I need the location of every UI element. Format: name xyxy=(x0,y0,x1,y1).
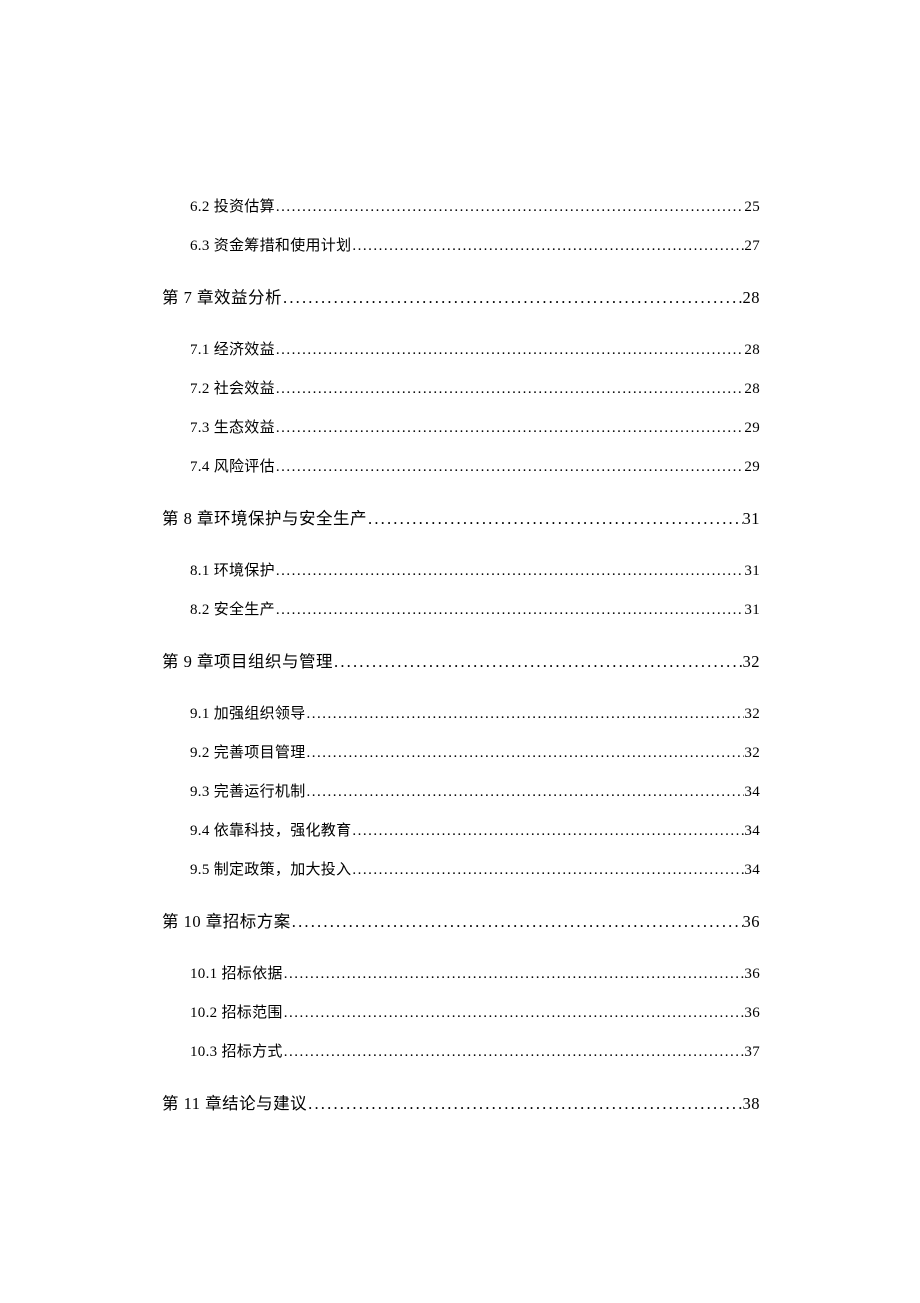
toc-entry-page: 36 xyxy=(743,912,761,932)
toc-entry-title: 7.1 经济效益 xyxy=(190,338,275,359)
toc-leader-dots: ........................................… xyxy=(275,459,744,476)
toc-leader-dots: ........................................… xyxy=(275,420,744,437)
toc-entry-title: 第 10 章招标方案 xyxy=(162,908,291,932)
section-spacer xyxy=(162,637,760,648)
toc-entry-page: 38 xyxy=(743,1094,761,1114)
toc-entry-page: 31 xyxy=(743,509,761,529)
toc-leader-dots: ........................................… xyxy=(307,1094,742,1114)
toc-section-entry: 10.3 招标方式 ..............................… xyxy=(162,1040,760,1061)
toc-entry-page: 25 xyxy=(744,199,760,216)
toc-section-entry: 9.4 依靠科技，强化教育...........................… xyxy=(162,819,760,840)
toc-entry-page: 28 xyxy=(743,288,761,308)
toc-entry-title: 第 9 章项目组织与管理 xyxy=(162,648,333,672)
toc-leader-dots: ........................................… xyxy=(275,602,744,619)
toc-entry-title: 第 7 章效益分析 xyxy=(162,284,282,308)
toc-entry-title: 9.4 依靠科技，强化教育 xyxy=(190,819,351,840)
toc-section-entry: 9.2 完善项目管理..............................… xyxy=(162,741,760,762)
toc-leader-dots: ........................................… xyxy=(275,342,744,359)
toc-entry-title: 9.5 制定政策，加大投入 xyxy=(190,858,351,879)
toc-entry-title: 9.3 完善运行机制 xyxy=(190,780,306,801)
toc-leader-dots: ........................................… xyxy=(275,381,744,398)
toc-leader-dots: ........................................… xyxy=(351,862,744,879)
toc-entry-title: 第 8 章环境保护与安全生产 xyxy=(162,505,367,529)
toc-leader-dots: ........................................… xyxy=(367,509,743,529)
toc-leader-dots: ........................................… xyxy=(283,1005,745,1022)
toc-leader-dots: ........................................… xyxy=(291,912,743,932)
toc-entry-title: 7.3 生态效益 xyxy=(190,416,275,437)
toc-chapter-entry: 第 8 章环境保护与安全生产 .........................… xyxy=(162,505,760,529)
toc-entry-page: 29 xyxy=(744,420,760,437)
toc-chapter-entry: 第 10 章招标方案..............................… xyxy=(162,908,760,932)
toc-entry-page: 32 xyxy=(744,745,760,762)
toc-entry-title: 9.2 完善项目管理 xyxy=(190,741,306,762)
toc-section-entry: 6.2 投资估算................................… xyxy=(162,195,760,216)
toc-chapter-entry: 第 9 章项目组织与管理 ...........................… xyxy=(162,648,760,672)
section-spacer xyxy=(162,1079,760,1090)
toc-leader-dots: ........................................… xyxy=(351,238,744,255)
toc-section-entry: 9.5 制定政策，加大投入 ..........................… xyxy=(162,858,760,879)
toc-entry-title: 6.2 投资估算 xyxy=(190,195,275,216)
toc-leader-dots: ........................................… xyxy=(351,823,744,840)
section-spacer xyxy=(162,273,760,284)
toc-entry-page: 32 xyxy=(744,706,760,723)
toc-section-entry: 9.1 加强组织领导 .............................… xyxy=(162,702,760,723)
toc-entry-page: 34 xyxy=(744,784,760,801)
toc-section-entry: 7.2 社会效益................................… xyxy=(162,377,760,398)
toc-entry-title: 10.1 招标依据 xyxy=(190,962,283,983)
toc-entry-page: 27 xyxy=(744,238,760,255)
toc-chapter-entry: 第 7 章效益分析...............................… xyxy=(162,284,760,308)
toc-entry-page: 29 xyxy=(744,459,760,476)
toc-entry-page: 34 xyxy=(744,862,760,879)
toc-entry-title: 第 11 章结论与建议 xyxy=(162,1090,307,1114)
toc-entry-page: 28 xyxy=(744,381,760,398)
toc-entry-page: 31 xyxy=(744,563,760,580)
toc-section-entry: 7.1 经济效益................................… xyxy=(162,338,760,359)
toc-entry-title: 8.1 环境保护 xyxy=(190,559,275,580)
toc-entry-title: 10.3 招标方式 xyxy=(190,1040,283,1061)
toc-entry-page: 36 xyxy=(744,1005,760,1022)
toc-entry-title: 9.1 加强组织领导 xyxy=(190,702,306,723)
toc-entry-title: 10.2 招标范围 xyxy=(190,1001,283,1022)
toc-entry-page: 34 xyxy=(744,823,760,840)
toc-entry-page: 36 xyxy=(744,966,760,983)
toc-entry-title: 7.4 风险评估 xyxy=(190,455,275,476)
toc-section-entry: 10.2 招标范围 ..............................… xyxy=(162,1001,760,1022)
toc-entry-title: 8.2 安全生产 xyxy=(190,598,275,619)
toc-leader-dots: ........................................… xyxy=(282,288,743,308)
toc-leader-dots: ........................................… xyxy=(275,563,744,580)
toc-leader-dots: ........................................… xyxy=(306,745,745,762)
toc-section-entry: 9.3 完善运行机制 .............................… xyxy=(162,780,760,801)
toc-entry-page: 37 xyxy=(744,1044,760,1061)
toc-chapter-entry: 第 11 章结论与建议.............................… xyxy=(162,1090,760,1114)
section-spacer xyxy=(162,897,760,908)
table-of-contents: 6.2 投资估算................................… xyxy=(162,195,760,1114)
toc-leader-dots: ........................................… xyxy=(333,652,743,672)
toc-leader-dots: ........................................… xyxy=(306,784,745,801)
toc-section-entry: 7.3 生态效益................................… xyxy=(162,416,760,437)
toc-leader-dots: ........................................… xyxy=(306,706,745,723)
toc-leader-dots: ........................................… xyxy=(275,199,744,216)
toc-section-entry: 7.4 风险评估................................… xyxy=(162,455,760,476)
toc-entry-title: 6.3 资金筹措和使用计划 xyxy=(190,234,351,255)
toc-entry-title: 7.2 社会效益 xyxy=(190,377,275,398)
toc-entry-page: 28 xyxy=(744,342,760,359)
toc-leader-dots: ........................................… xyxy=(283,966,745,983)
toc-section-entry: 6.3 资金筹措和使用计划...........................… xyxy=(162,234,760,255)
section-spacer xyxy=(162,494,760,505)
toc-section-entry: 8.2 安全生产 ...............................… xyxy=(162,598,760,619)
toc-leader-dots: ........................................… xyxy=(283,1044,745,1061)
toc-entry-page: 32 xyxy=(743,652,761,672)
toc-entry-page: 31 xyxy=(744,602,760,619)
toc-section-entry: 8.1 环境保护 ...............................… xyxy=(162,559,760,580)
toc-section-entry: 10.1 招标依据 ..............................… xyxy=(162,962,760,983)
